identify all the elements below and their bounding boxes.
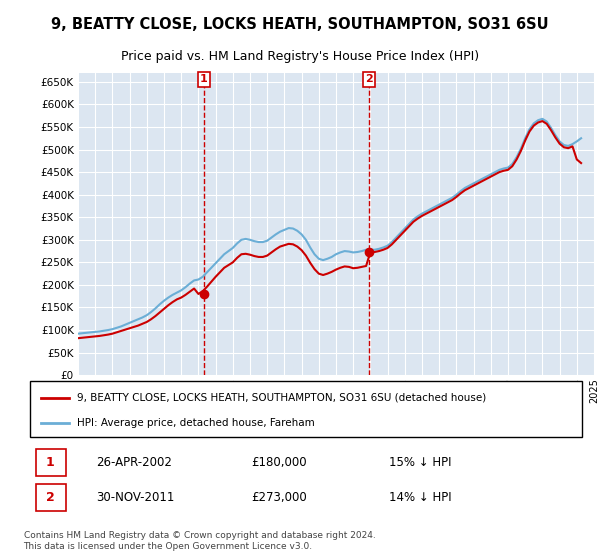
Text: 1: 1 xyxy=(200,74,208,85)
Text: 1: 1 xyxy=(46,456,55,469)
FancyBboxPatch shape xyxy=(30,381,582,437)
Text: 14% ↓ HPI: 14% ↓ HPI xyxy=(389,491,451,505)
Text: Contains HM Land Registry data © Crown copyright and database right 2024.
This d: Contains HM Land Registry data © Crown c… xyxy=(23,531,375,551)
Text: £180,000: £180,000 xyxy=(251,456,307,469)
FancyBboxPatch shape xyxy=(35,449,66,476)
Text: 9, BEATTY CLOSE, LOCKS HEATH, SOUTHAMPTON, SO31 6SU (detached house): 9, BEATTY CLOSE, LOCKS HEATH, SOUTHAMPTO… xyxy=(77,393,486,403)
Text: 15% ↓ HPI: 15% ↓ HPI xyxy=(389,456,451,469)
Text: 30-NOV-2011: 30-NOV-2011 xyxy=(96,491,175,505)
FancyBboxPatch shape xyxy=(35,484,66,511)
Text: 9, BEATTY CLOSE, LOCKS HEATH, SOUTHAMPTON, SO31 6SU: 9, BEATTY CLOSE, LOCKS HEATH, SOUTHAMPTO… xyxy=(51,17,549,32)
Text: 26-APR-2002: 26-APR-2002 xyxy=(96,456,172,469)
Text: 2: 2 xyxy=(365,74,373,85)
Text: Price paid vs. HM Land Registry's House Price Index (HPI): Price paid vs. HM Land Registry's House … xyxy=(121,50,479,63)
Text: 2: 2 xyxy=(46,491,55,505)
Text: £273,000: £273,000 xyxy=(251,491,307,505)
Text: HPI: Average price, detached house, Fareham: HPI: Average price, detached house, Fare… xyxy=(77,418,314,428)
